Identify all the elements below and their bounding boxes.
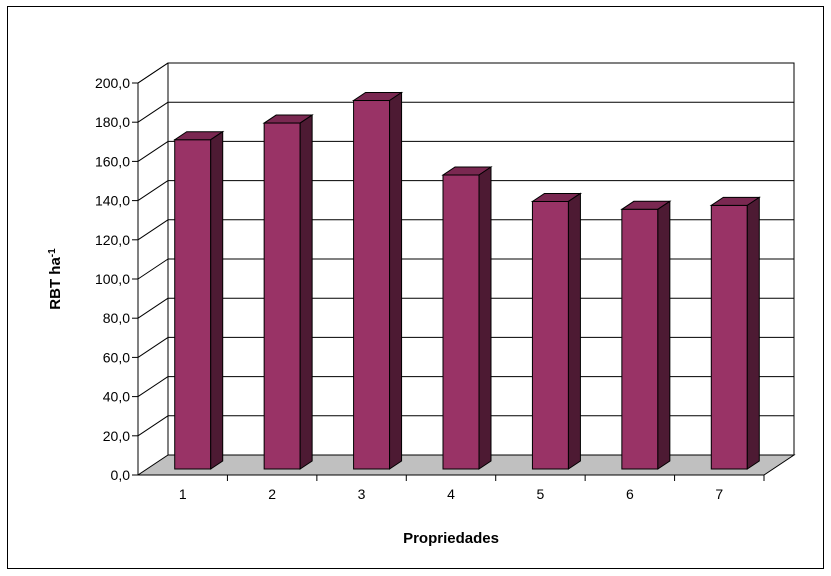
y-tick-label: 120,0 — [95, 232, 130, 248]
bar — [709, 196, 761, 470]
y-axis-title-main: RBT ha — [47, 257, 64, 310]
bar-side — [657, 200, 671, 470]
bar-front — [710, 204, 748, 470]
y-tick-label: 80,0 — [103, 310, 130, 326]
chart-frame: 0,0 20,0 40,0 60,0 80,0 100,0 120,0 140,0 160,0 1… — [7, 6, 824, 569]
y-tick-label: 100,0 — [95, 271, 130, 287]
gridline-side — [137, 180, 169, 202]
x-tick-label: 2 — [268, 486, 276, 502]
bar — [530, 192, 583, 470]
bar-side — [567, 192, 581, 470]
bar — [441, 166, 493, 470]
gridline-side — [137, 62, 169, 84]
gridline-side — [137, 376, 169, 398]
x-tick-label: 5 — [537, 486, 545, 502]
bar-front — [353, 100, 391, 470]
x-tick-label: 6 — [626, 486, 634, 502]
bar-front — [174, 139, 212, 470]
x-tick-label: 1 — [179, 486, 187, 502]
bar-front — [531, 200, 569, 470]
gridline-side — [137, 297, 169, 319]
gridline-side — [137, 219, 169, 241]
gridline-side — [137, 258, 169, 280]
x-tick-label: 4 — [447, 486, 455, 502]
y-tick-label: 60,0 — [103, 349, 130, 365]
bar-front — [621, 208, 659, 470]
bar-side — [299, 114, 313, 470]
x-tick-label: 7 — [715, 486, 723, 502]
x-tick-label: 3 — [358, 486, 366, 502]
bar-front — [442, 174, 480, 470]
bar-side — [389, 91, 403, 470]
bar — [351, 91, 404, 470]
y-axis-title-superscript: -1 — [47, 248, 58, 257]
bar — [262, 114, 314, 470]
y-tick-label: 160,0 — [95, 153, 130, 169]
y-tick-label: 0,0 — [111, 467, 131, 483]
gridline-side — [137, 140, 169, 162]
y-tick-label: 140,0 — [95, 193, 130, 209]
bar-front — [263, 122, 301, 470]
bar-side — [746, 196, 760, 470]
gridline-side — [137, 415, 169, 437]
x-axis-title: Propriedades — [403, 530, 499, 547]
y-tick-label: 180,0 — [95, 114, 130, 130]
bar-side — [210, 130, 224, 470]
bar-side — [478, 166, 492, 470]
y-tick-label: 40,0 — [103, 389, 130, 405]
y-tick-label: 200,0 — [95, 75, 130, 91]
gridline-side — [137, 101, 169, 123]
gridline-side — [137, 336, 169, 358]
bar-chart: 0,0 20,0 40,0 60,0 80,0 100,0 120,0 140,0 160,0 1… — [47, 62, 796, 547]
y-tick-label: 20,0 — [103, 428, 130, 444]
y-axis-title: RBT ha-1 — [47, 248, 65, 310]
bar — [620, 200, 672, 470]
bar — [173, 130, 225, 470]
